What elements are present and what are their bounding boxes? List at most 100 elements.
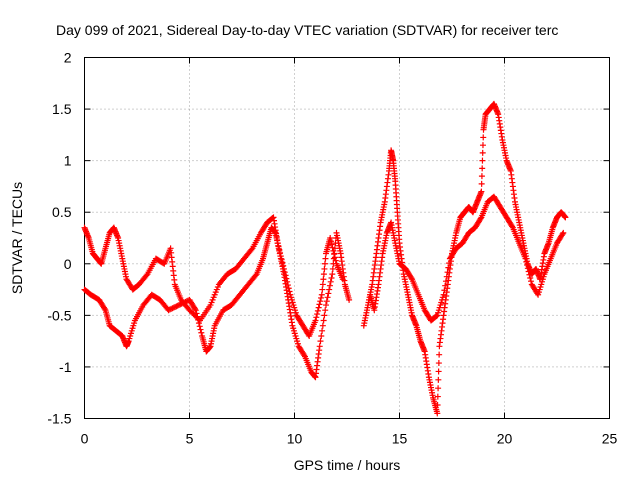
series-track-c [360,100,569,417]
data-point [275,243,282,250]
data-point [319,286,326,293]
data-point [526,271,533,278]
data-point [326,282,333,289]
data-point [434,401,441,408]
data-point [325,290,332,297]
data-point [277,249,284,256]
series-track-a [81,224,353,381]
data-point [314,307,321,314]
data-point [313,314,320,321]
data-point [442,278,449,285]
data-point [198,329,205,336]
data-point [436,351,443,358]
data-point [278,256,285,263]
data-point [528,278,535,285]
data-point [440,291,447,298]
data-point [282,272,289,279]
data-point [274,240,281,247]
data-point [317,338,324,345]
data-point [284,282,291,289]
data-point [315,304,322,311]
data-point [318,332,325,339]
data-point [339,276,346,283]
data-point [169,305,176,312]
series-track-d [367,193,567,324]
data-point [329,271,336,278]
data-point [509,223,516,230]
data-point [314,311,321,318]
data-point [326,286,333,293]
data-point [283,275,290,282]
data-point [322,255,329,262]
data-point [331,251,338,258]
y-tick-label: 2 [64,50,72,66]
data-point [281,269,288,276]
data-point [324,294,331,301]
data-point [195,316,202,323]
data-point [279,259,286,266]
x-tick-label: 0 [81,431,89,447]
data-point [560,229,567,236]
data-point [479,157,486,164]
data-point [445,264,452,271]
data-point [170,304,177,311]
data-point [316,343,323,350]
data-point [280,262,287,269]
data-point [319,327,326,334]
data-point [346,296,353,303]
data-point [196,323,203,330]
data-point [320,317,327,324]
y-tick-label: -0.5 [47,307,71,323]
data-point [317,298,324,305]
data-point [327,278,334,285]
data-point [173,303,180,310]
data-point [332,257,339,264]
data-point [435,368,442,375]
data-point [328,274,335,281]
data-point [562,214,569,221]
data-point [321,312,328,319]
x-axis-ticks: 0 5 10 15 20 25 [81,57,618,447]
data-point [330,247,337,254]
y-axis-title: SDTVAR / TECUs [9,182,25,294]
x-tick-label: 10 [287,431,303,447]
data-point [192,305,199,312]
data-point [479,165,486,172]
data-point [525,268,532,275]
data-point [331,254,338,261]
data-point [318,294,325,301]
data-point [435,376,442,383]
data-point [479,149,486,156]
data-point [318,291,325,298]
data-point [323,302,329,309]
data-point [444,269,451,276]
chart-title: Day 099 of 2021, Sidereal Day-to-day VTE… [56,22,558,38]
data-marks [81,100,569,417]
data-point [312,317,319,324]
data-point [143,272,150,279]
data-point [478,173,485,180]
y-tick-label: -1.5 [47,411,71,427]
data-point [441,287,448,294]
x-tick-label: 25 [602,431,618,447]
data-point [192,307,199,314]
data-point [197,326,204,333]
x-axis-title: GPS time / hours [294,457,401,473]
data-point [174,302,181,309]
x-tick-label: 20 [497,431,513,447]
data-point [478,180,485,187]
y-tick-label: 1.5 [52,101,72,117]
data-point [320,271,327,278]
data-point [329,244,336,251]
data-point [522,255,529,262]
data-point [101,305,108,312]
data-point [443,273,450,280]
data-point [434,393,441,400]
data-point [523,258,530,265]
data-point [285,285,292,292]
data-point [321,260,328,267]
data-point [477,215,484,222]
data-point [165,307,172,314]
data-point [480,134,487,141]
